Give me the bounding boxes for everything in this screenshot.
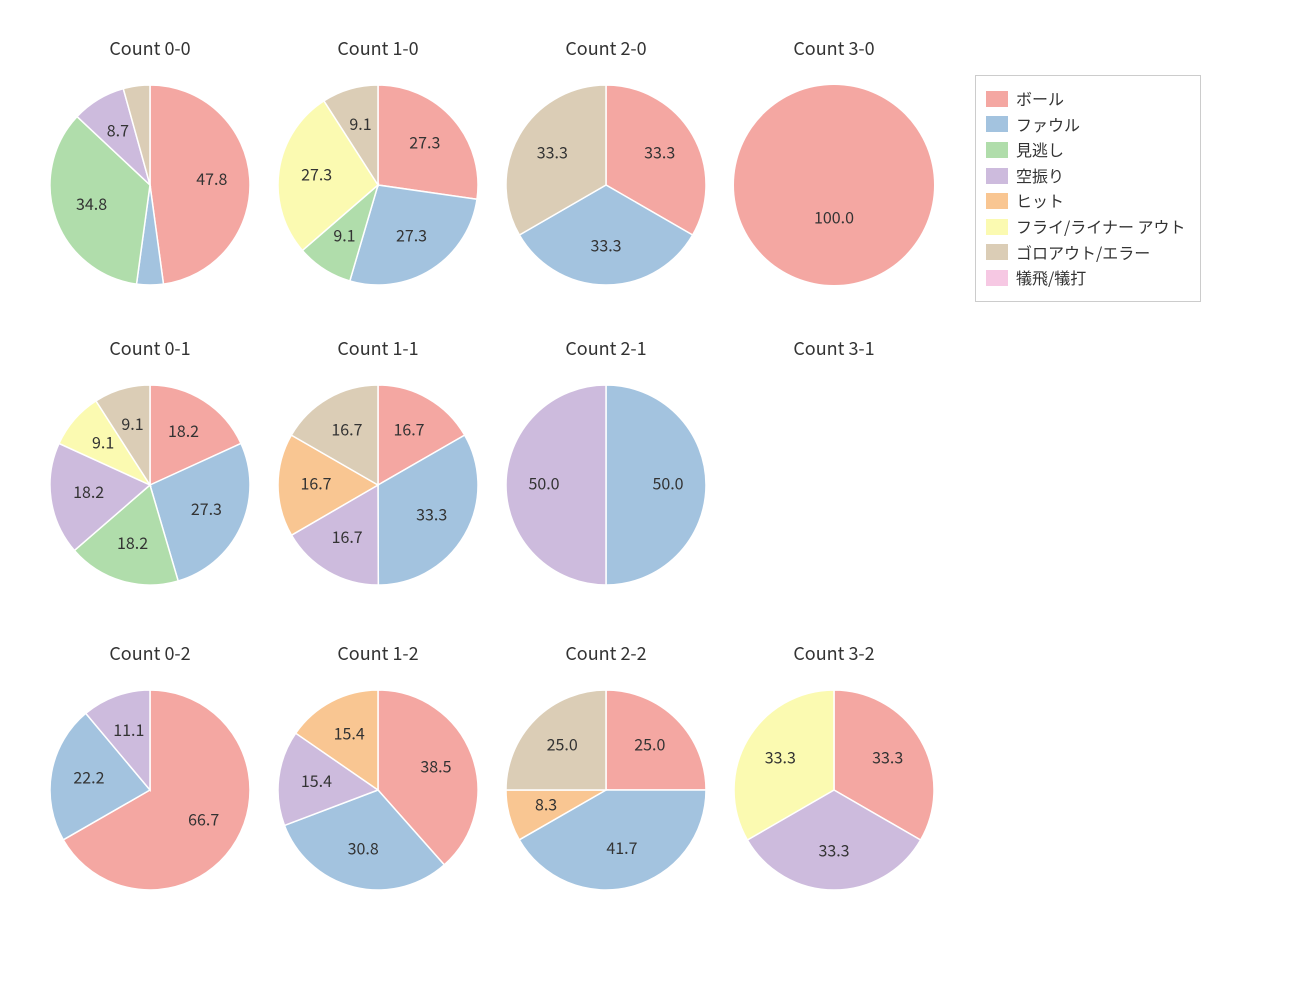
slice-label: 11.1 [113, 717, 144, 741]
legend-item: ボール [986, 86, 1186, 112]
legend-swatch [986, 91, 1008, 107]
legend-label: ファウル [1016, 112, 1080, 138]
slice-label: 33.3 [644, 139, 675, 163]
slice-label: 66.7 [188, 806, 219, 830]
legend-item: ゴロアウト/エラー [986, 240, 1186, 266]
legend-item: フライ/ライナー アウト [986, 214, 1186, 240]
legend-label: フライ/ライナー アウト [1016, 214, 1186, 240]
slice-label: 30.8 [348, 836, 379, 860]
legend-item: ファウル [986, 112, 1186, 138]
slice-label: 16.7 [331, 417, 362, 441]
legend-swatch [986, 244, 1008, 260]
legend-item: ヒット [986, 188, 1186, 214]
slice-label: 50.0 [652, 470, 683, 494]
pie-title: Count 0-0 [109, 35, 190, 61]
legend-swatch [986, 219, 1008, 235]
slice-label: 18.2 [117, 530, 148, 554]
slice-label: 100.0 [814, 204, 854, 228]
slice-label: 16.7 [393, 417, 424, 441]
legend-label: 見逃し [1016, 137, 1064, 163]
legend-label: ゴロアウト/エラー [1016, 240, 1150, 266]
legend-swatch [986, 142, 1008, 158]
legend-swatch [986, 168, 1008, 184]
slice-label: 50.0 [528, 470, 559, 494]
legend-label: 空振り [1016, 163, 1064, 189]
pie-title: Count 3-1 [793, 335, 874, 361]
slice-label: 27.3 [191, 496, 222, 520]
slice-label: 18.2 [73, 479, 104, 503]
pie-title: Count 0-1 [109, 335, 190, 361]
slice-label: 25.0 [634, 732, 665, 756]
slice-label: 25.0 [547, 732, 578, 756]
legend: ボールファウル見逃し空振りヒットフライ/ライナー アウトゴロアウト/エラー犠飛/… [975, 75, 1201, 302]
slice-label: 22.2 [73, 764, 104, 788]
slice-label: 33.3 [537, 139, 568, 163]
slice-label: 9.1 [92, 430, 114, 454]
slice-label: 33.3 [872, 744, 903, 768]
slice-label: 9.1 [121, 411, 143, 435]
slice-label: 34.8 [76, 191, 107, 215]
chart-stage: Count 0-0 47.8 34.8 8.7 Count 1-0 27.3 27.3 9.1… [0, 0, 1300, 1000]
pie-title: Count 1-0 [337, 35, 418, 61]
slice-label: 33.3 [590, 232, 621, 256]
pie-title: Count 1-1 [337, 335, 418, 361]
slice-label: 33.3 [416, 501, 447, 525]
legend-item: 空振り [986, 163, 1186, 189]
slice-label: 9.1 [333, 223, 355, 247]
pie-title: Count 2-1 [565, 335, 646, 361]
slice-label: 33.3 [818, 837, 849, 861]
slice-label: 15.4 [301, 768, 332, 792]
slice-label: 27.3 [301, 162, 332, 186]
pie-title: Count 2-0 [565, 35, 646, 61]
legend-label: 犠飛/犠打 [1016, 265, 1086, 291]
slice-label: 27.3 [396, 223, 427, 247]
pie-title: Count 0-2 [109, 640, 190, 666]
slice-label: 16.7 [300, 470, 331, 494]
pie-slice [734, 85, 934, 285]
legend-item: 見逃し [986, 137, 1186, 163]
legend-swatch [986, 193, 1008, 209]
slice-label: 15.4 [334, 720, 365, 744]
pie-title: Count 3-0 [793, 35, 874, 61]
pie-title: Count 2-2 [565, 640, 646, 666]
pie-title: Count 3-2 [793, 640, 874, 666]
slice-label: 16.7 [332, 524, 363, 548]
legend-swatch [986, 116, 1008, 132]
slice-label: 27.3 [409, 130, 440, 154]
slice-label: 8.7 [107, 117, 129, 141]
legend-swatch [986, 270, 1008, 286]
slice-label: 47.8 [196, 166, 227, 190]
legend-label: ヒット [1016, 188, 1064, 214]
pie-title: Count 1-2 [337, 640, 418, 666]
slice-label: 8.3 [535, 791, 557, 815]
legend-item: 犠飛/犠打 [986, 265, 1186, 291]
legend-label: ボール [1016, 86, 1064, 112]
slice-label: 33.3 [765, 744, 796, 768]
slice-label: 18.2 [168, 418, 199, 442]
slice-label: 38.5 [420, 753, 451, 777]
slice-label: 9.1 [349, 111, 371, 135]
slice-label: 41.7 [606, 835, 637, 859]
